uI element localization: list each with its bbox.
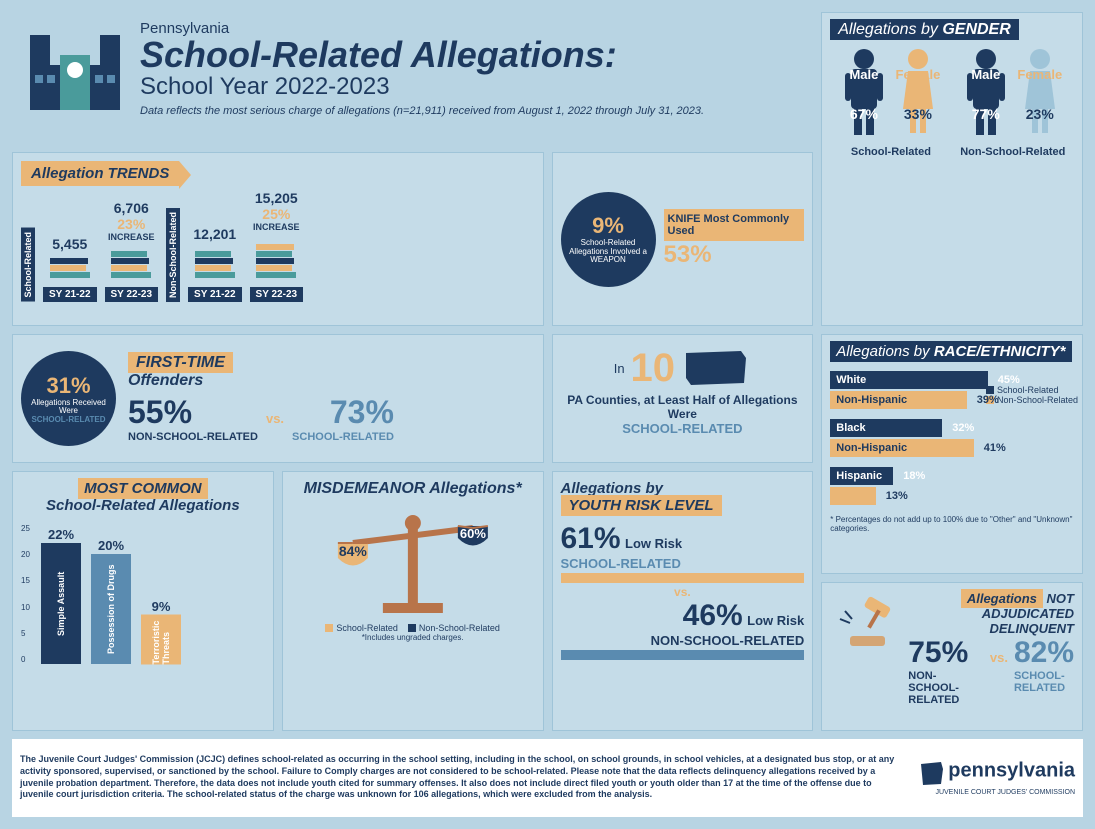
- misdemeanor-card: MISDEMEANOR Allegations* 84% 60% School-…: [282, 471, 544, 730]
- trends-card: Allegation TRENDS School-Related 5,455 S…: [12, 152, 544, 327]
- common-bar: 20%Possession of Drugs: [91, 554, 131, 664]
- header-subtitle: School Year 2022-2023: [140, 73, 704, 101]
- gender-title: Allegations by GENDER: [830, 21, 1074, 39]
- race-group: Black32% Non-Hispanic41%: [830, 419, 1074, 457]
- books-icon: [111, 242, 151, 282]
- header-title: School-Related Allegations:: [140, 37, 704, 73]
- common-bar: 22%Simple Assault: [41, 543, 81, 664]
- books-icon: [256, 232, 296, 282]
- gavel-icon: [830, 591, 900, 651]
- svg-text:60%: 60%: [460, 526, 486, 541]
- race-card: Allegations by RACE/ETHNICITY* School-Re…: [821, 334, 1083, 573]
- counties-card: In 10 PA Counties, at Least Half of Alle…: [552, 334, 814, 463]
- books-icon: [195, 242, 235, 282]
- gender-non-school-related: Male 77% Female 23% Non-School-Related: [960, 47, 1065, 158]
- race-group: White45% Non-Hispanic39%: [830, 371, 1074, 409]
- footer: The Juvenile Court Judges' Commission (J…: [12, 739, 1083, 817]
- common-card: MOST COMMONSchool-Related Allegations 25…: [12, 471, 274, 730]
- header-note: Data reflects the most serious charge of…: [140, 105, 704, 117]
- gender-card: Allegations by GENDER Male 67% Female 33…: [821, 12, 1083, 326]
- weapon-card: 9% School-Related Allegations Involved a…: [552, 152, 814, 327]
- footer-logo: pennsylvania JUVENILE COURT JUDGES' COMM…: [916, 759, 1075, 796]
- received-circle: 31% Allegations Received Were SCHOOL-REL…: [21, 351, 116, 446]
- school-icon: [20, 20, 130, 120]
- gender-school-related: Male 67% Female 33% School-Related: [839, 47, 943, 158]
- trends-title: Allegation TRENDS: [21, 161, 179, 186]
- scale-icon: 84% 60%: [291, 498, 535, 618]
- pa-map-icon: [681, 343, 751, 393]
- header: Pennsylvania School-Related Allegations:…: [12, 12, 813, 144]
- books-icon: [50, 252, 90, 282]
- svg-text:84%: 84%: [339, 543, 368, 559]
- risk-card: Allegations byYOUTH RISK LEVEL 61% Low R…: [552, 471, 814, 730]
- common-bar: 9%Terroristic Threats: [141, 615, 181, 665]
- first-time-card: 31% Allegations Received Were SCHOOL-REL…: [12, 334, 544, 463]
- weapon-circle: 9% School-Related Allegations Involved a…: [561, 192, 656, 287]
- race-group: Hispanic18% 13%: [830, 467, 1074, 505]
- adjudicated-card: Allegations NOT ADJUDICATED DELINQUENT 7…: [821, 582, 1083, 731]
